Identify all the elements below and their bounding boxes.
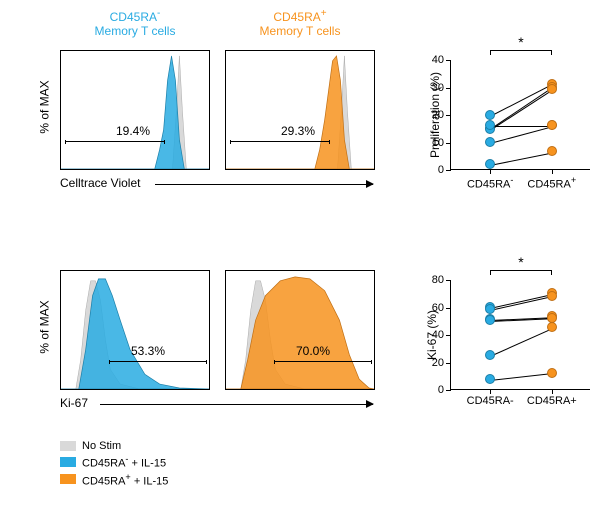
tick-label: CD45RA+ — [527, 175, 576, 191]
data-point-pos — [547, 84, 557, 94]
legend-row: No Stim — [60, 440, 168, 452]
gate-label-r2-neg: 53.3% — [131, 344, 165, 358]
hist-row2-neg: 53.3% — [60, 270, 210, 390]
tick — [490, 169, 491, 174]
data-point-neg — [485, 315, 495, 325]
hist-svg-r2-neg — [61, 271, 209, 389]
tick — [446, 143, 451, 144]
legend-row: CD45RA+ + IL-15 — [60, 472, 168, 488]
data-point-pos — [547, 368, 557, 378]
tick — [490, 389, 491, 394]
legend-label: CD45RA- + IL-15 — [82, 454, 166, 470]
significance-star: * — [518, 34, 523, 50]
tick — [446, 88, 451, 89]
data-point-neg — [485, 110, 495, 120]
tick-label: CD45RA+ — [527, 395, 577, 407]
row2-xlabel: Ki-67 — [60, 396, 88, 410]
nostim-peak — [61, 56, 209, 169]
tick — [446, 280, 451, 281]
data-point-neg — [485, 350, 495, 360]
row1-arrow — [155, 184, 373, 185]
tick — [446, 390, 451, 391]
tick — [446, 60, 451, 61]
gate-bar — [65, 141, 165, 142]
row1-xlabel: Celltrace Violet — [60, 176, 140, 190]
data-point-neg — [485, 120, 495, 130]
data-point-neg — [485, 159, 495, 169]
tick-label: CD45RA- — [467, 175, 513, 191]
gate-label-r1-neg: 19.4% — [116, 124, 150, 138]
row2-arrow — [100, 404, 373, 405]
title-neg: CD45RA-Memory T cells — [60, 8, 210, 39]
hist-row1-pos: 29.3% — [225, 50, 375, 170]
tick-label: 0 — [438, 384, 444, 396]
stim-peak-pos — [226, 56, 374, 169]
pair-line — [490, 126, 552, 143]
data-point-pos — [547, 313, 557, 323]
data-point-pos — [547, 322, 557, 332]
tick-label: 80 — [432, 274, 444, 286]
hist-row1-neg: 19.4% — [60, 50, 210, 170]
hist-row2-pos: 70.0% — [225, 270, 375, 390]
significance-bar — [490, 50, 552, 51]
hist-svg-r2-pos — [226, 271, 374, 389]
legend-label: CD45RA+ + IL-15 — [82, 472, 168, 488]
row1-ylabel: % of MAX — [38, 80, 52, 133]
data-point-pos — [547, 120, 557, 130]
hist-svg-r1-neg — [61, 51, 209, 169]
tick — [446, 363, 451, 364]
data-point-neg — [485, 374, 495, 384]
legend-label: No Stim — [82, 440, 121, 452]
pair-line — [490, 374, 552, 382]
pair-line — [490, 152, 552, 165]
row2-ylabel: % of MAX — [38, 300, 52, 353]
title-pos: CD45RA+Memory T cells — [225, 8, 375, 39]
pair-line — [490, 297, 552, 312]
gate-bar — [230, 141, 330, 142]
tick — [552, 169, 553, 174]
significance-star: * — [518, 254, 523, 270]
scatter-ki67: 020406080CD45RA-CD45RA+* — [450, 280, 590, 390]
tick — [446, 170, 451, 171]
scatter1-ylabel: Proliferation (%) — [428, 60, 442, 170]
hist-svg-r1-pos — [226, 51, 374, 169]
data-point-neg — [485, 304, 495, 314]
pair-line — [490, 126, 552, 127]
data-point-pos — [547, 146, 557, 156]
legend-row: CD45RA- + IL-15 — [60, 454, 168, 470]
tick — [446, 308, 451, 309]
stim-peak-neg — [61, 56, 209, 169]
legend: No Stim CD45RA- + IL-15 CD45RA+ + IL-15 — [60, 440, 168, 489]
gate-label-r2-pos: 70.0% — [296, 344, 330, 358]
tick-label: CD45RA- — [467, 395, 514, 407]
tick — [446, 335, 451, 336]
tick — [552, 389, 553, 394]
data-point-pos — [547, 291, 557, 301]
pair-line — [490, 294, 552, 309]
significance-bar — [490, 270, 552, 271]
scatter2-ylabel: Ki-67 (%) — [425, 295, 439, 375]
data-point-neg — [485, 137, 495, 147]
gate-label-r1-pos: 29.3% — [281, 124, 315, 138]
pair-line — [490, 85, 552, 118]
gate-bar — [109, 361, 207, 362]
legend-swatch — [60, 474, 76, 484]
scatter-proliferation: 010203040CD45RA-CD45RA+* — [450, 60, 590, 170]
pair-line — [490, 328, 552, 356]
gate-bar — [274, 361, 372, 362]
legend-swatch — [60, 441, 76, 451]
tick — [446, 115, 451, 116]
legend-swatch — [60, 457, 76, 467]
nostim-peak — [226, 56, 374, 169]
